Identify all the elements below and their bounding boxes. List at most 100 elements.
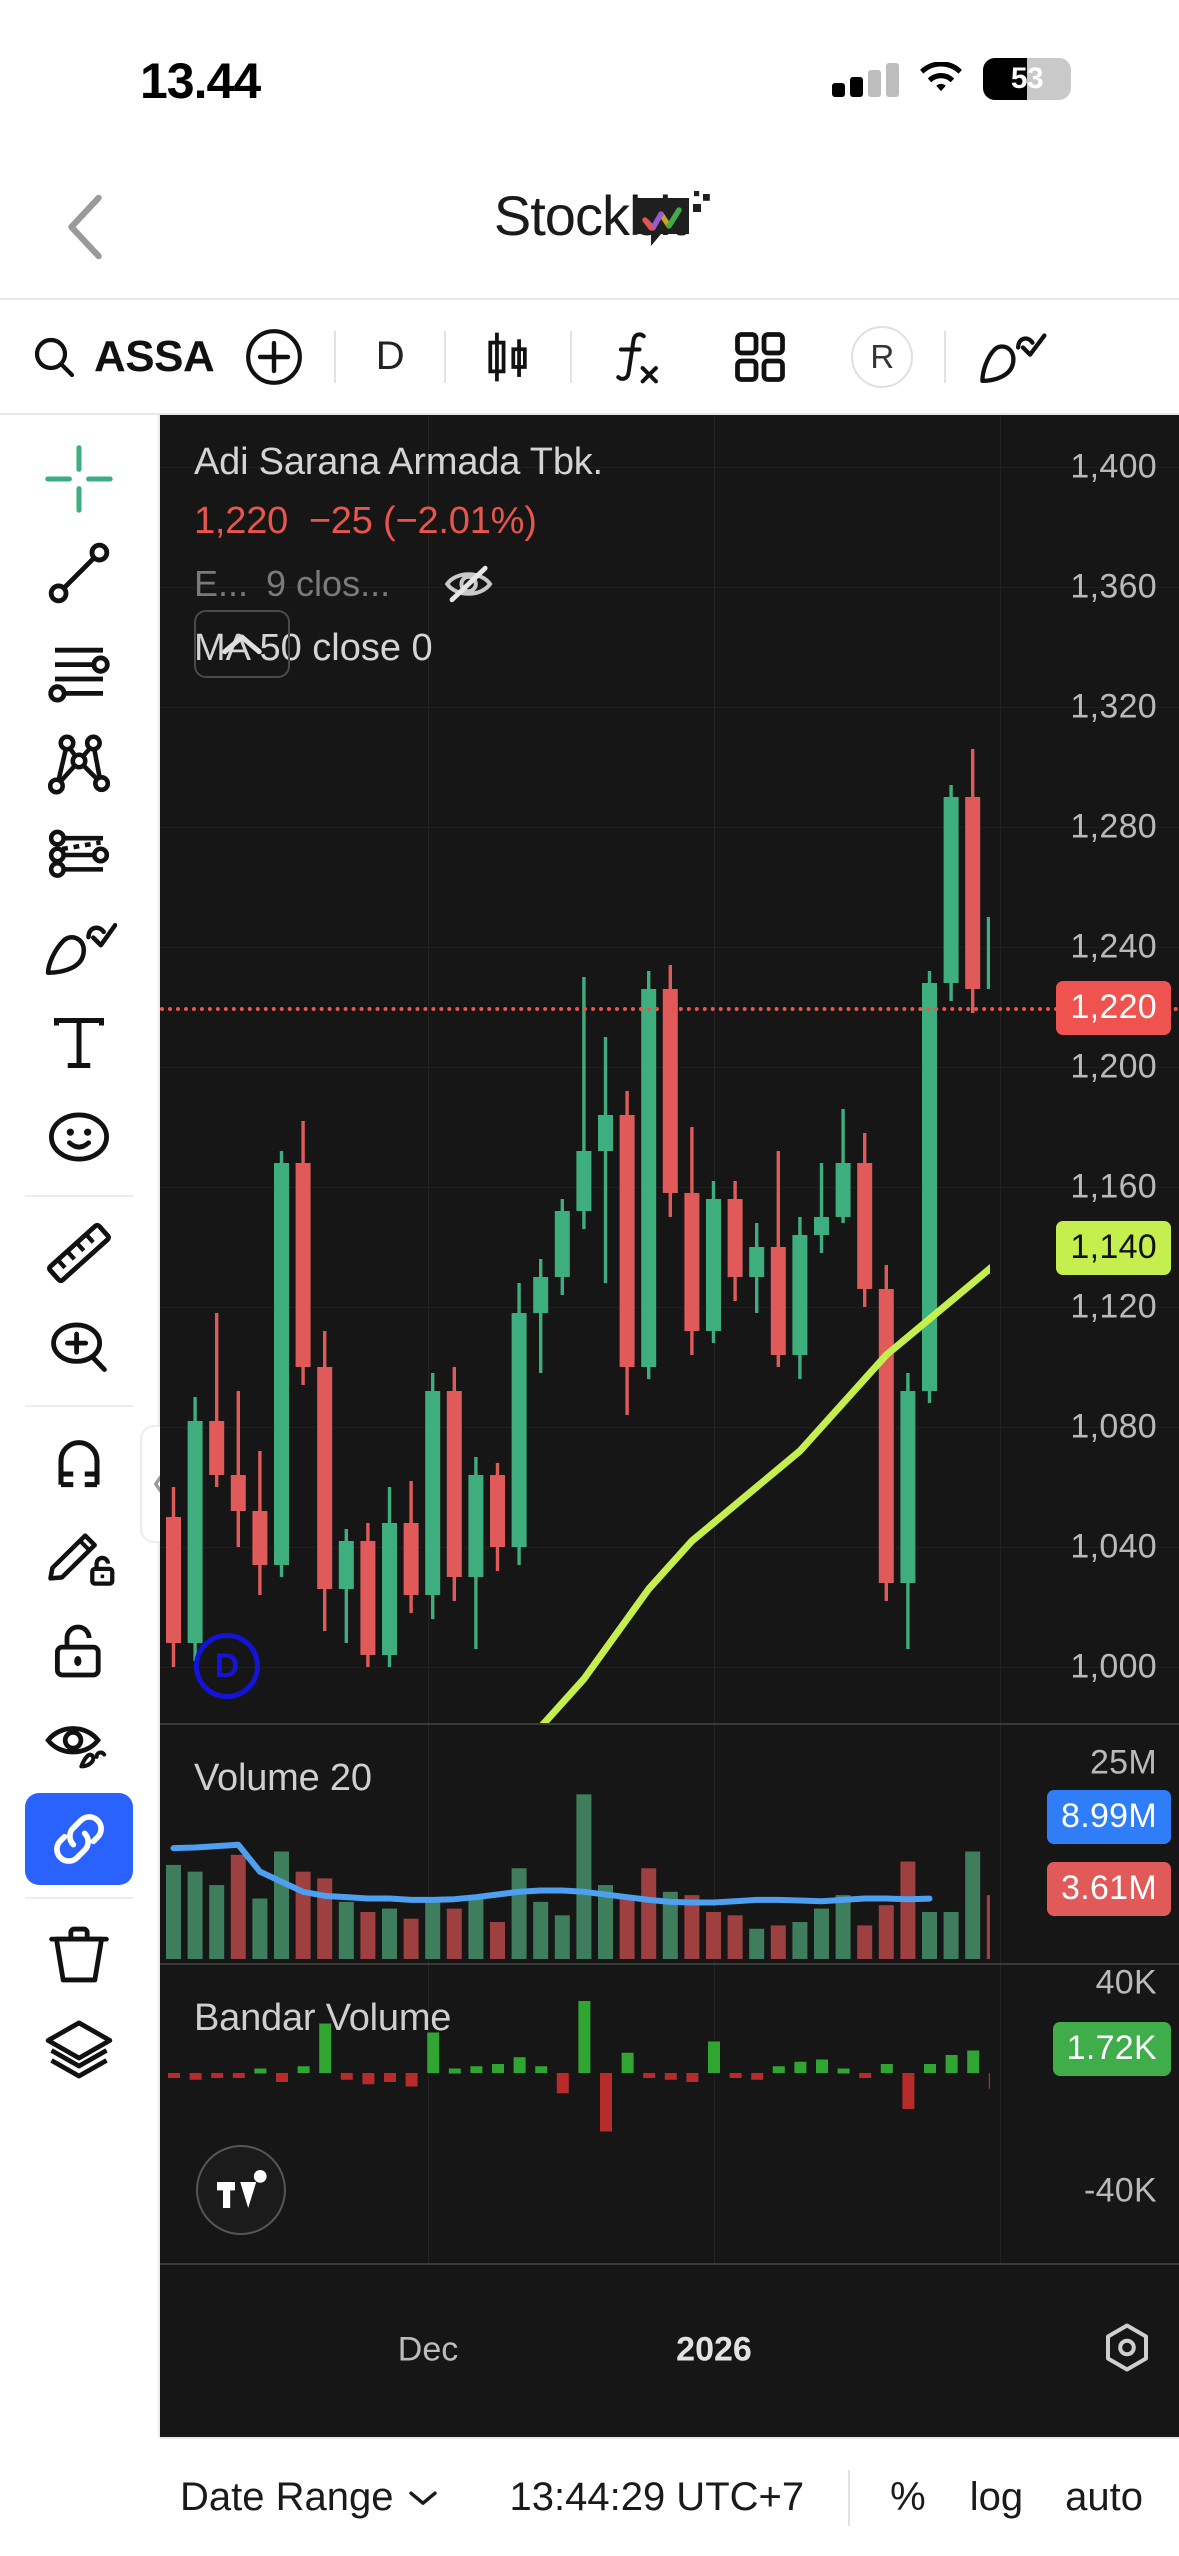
time-tick: Dec [397,2330,459,2369]
chart-clock[interactable]: 13:44:29 UTC+7 [509,2475,804,2520]
trash-icon [49,1926,109,1983]
price-pane[interactable]: Adi Sarana Armada Tbk. 1,220 −25 (−2.01%… [160,415,1179,1723]
magnet-icon [58,1440,100,1488]
legend-extra-left: E... [194,563,249,604]
volume-axis: 25M 8.99M 3.61M [989,1725,1179,1963]
remove-drawings-tool[interactable] [25,1909,133,2001]
fx-indicator-icon [616,331,659,383]
ma-legend: MA 50 close 0 [194,627,433,669]
toolbar-divider-3 [570,299,573,414]
last-price-badge: 1,220 [1056,981,1171,1035]
rail-divider-2 [25,1405,133,1407]
horizontal-lines-tool[interactable] [25,621,133,713]
signal-bars-icon [832,61,899,97]
grid-layout-icon [735,331,786,382]
magnet-tool[interactable] [25,1417,133,1509]
bandar-pane-label: Bandar Volume [194,1997,452,2039]
last-price: 1,220 [194,500,289,542]
text-tool[interactable] [25,997,133,1089]
bandar-tick: 40K [1095,1963,1157,2002]
bandar-volume-series [168,2001,990,2132]
trend-line-icon [48,542,110,604]
brush-icon [980,332,1047,383]
brand: Stockbit [0,188,1179,246]
toolbar-divider-4 [944,299,947,414]
chevron-left-icon [68,194,102,260]
pencil-lock-icon [48,1533,115,1586]
toolbar-divider-2 [444,299,447,414]
bandar-volume-pane[interactable]: Bandar Volume 40K 1.72K -40K [160,1963,1179,2263]
price-tick: 1,160 [1070,1167,1157,1206]
horizontal-lines-icon [48,647,110,703]
rail-divider-3 [25,1897,133,1899]
drawing-mode-lock-tool[interactable] [25,1511,133,1603]
date-range-button[interactable]: Date Range [180,2475,439,2520]
auto-scale-button[interactable]: auto [1065,2475,1143,2520]
percent-label: % [890,2475,926,2519]
time-axis[interactable]: Dec 2026 [160,2263,1179,2435]
chart-container[interactable]: Adi Sarana Armada Tbk. 1,220 −25 (−2.01%… [160,415,1179,2437]
chart-type-button[interactable] [446,299,570,414]
measure-tool[interactable] [25,1207,133,1299]
drawing-toolbar [0,415,180,2556]
eye-off-icon[interactable] [442,561,498,607]
replay-button[interactable]: R [820,299,944,414]
chart-toolbar: ASSA D [0,300,1179,415]
lock-drawings-tool[interactable] [25,1605,133,1697]
chevron-up-icon [222,634,262,655]
price-tick: 1,360 [1070,567,1157,606]
elliott-wave-tool[interactable] [25,715,133,807]
indicators-button[interactable] [572,299,700,414]
layers-icon [45,2020,113,2079]
battery-level: 53 [1010,62,1044,95]
price-tick: 1,400 [1070,447,1157,486]
price-change: −25 [308,500,373,542]
interval-marker-badge: D [194,1633,260,1699]
instrument-name: Adi Sarana Armada Tbk. [194,441,603,483]
emoji-tool[interactable] [25,1091,133,1183]
candlestick-icon [488,332,527,381]
percent-scale-button[interactable]: % [890,2475,926,2520]
brush-tool[interactable] [25,903,133,995]
draw-tools-button[interactable] [946,299,1076,414]
zoom-in-tool[interactable] [25,1301,133,1393]
link-icon [54,1814,104,1864]
zoom-in-icon [51,1322,107,1372]
volume-pane[interactable]: Volume 20 25M 8.99M 3.61M [160,1723,1179,1963]
quote-line: 1,220 −25 (−2.01%) [194,500,603,543]
emoji-icon [49,1112,109,1162]
price-tick: 1,000 [1070,1647,1157,1686]
legend-extra-right: 9 clos... [266,563,391,604]
rail-divider-1 [25,1195,133,1197]
interval-button[interactable]: D [336,299,444,414]
timezone-icon[interactable] [1099,2320,1155,2381]
volume-tick: 25M [1089,1743,1157,1782]
crosshair-tool[interactable] [25,433,133,525]
bottom-bar: Date Range 13:44:29 UTC+7 % log auto [160,2437,1179,2556]
collapse-legend-button[interactable] [194,610,290,678]
auto-label: auto [1065,2475,1143,2519]
object-tree-tool[interactable] [25,2003,133,2095]
volume-series [166,1794,990,1959]
sync-drawings-tool[interactable] [25,1793,133,1885]
bandar-value-badge: 1.72K [1052,2022,1171,2076]
bottom-bar-left-pad [0,2437,160,2556]
add-symbol-button[interactable] [214,299,334,414]
log-scale-button[interactable]: log [970,2475,1023,2520]
tradingview-logo-icon[interactable] [196,2145,286,2235]
fib-retracement-icon [48,829,110,878]
back-button[interactable] [50,192,120,262]
clock-label: 13:44:29 UTC+7 [509,2475,805,2519]
symbol-label: ASSA [94,331,215,381]
bandar-tick: -40K [1083,2171,1157,2210]
fib-retracement-tool[interactable] [25,809,133,901]
search-icon [34,337,75,377]
layouts-button[interactable] [700,299,820,414]
chevron-down-icon [409,2491,438,2505]
ruler-icon [47,1222,111,1284]
price-axis[interactable]: 1,400 1,360 1,320 1,280 1,240 1,220 1,20… [989,415,1179,1723]
trend-line-tool[interactable] [25,527,133,619]
bandar-axis: 40K 1.72K -40K [989,1963,1179,2263]
symbol-search-button[interactable]: ASSA [0,299,215,414]
hide-drawings-tool[interactable] [25,1699,133,1791]
